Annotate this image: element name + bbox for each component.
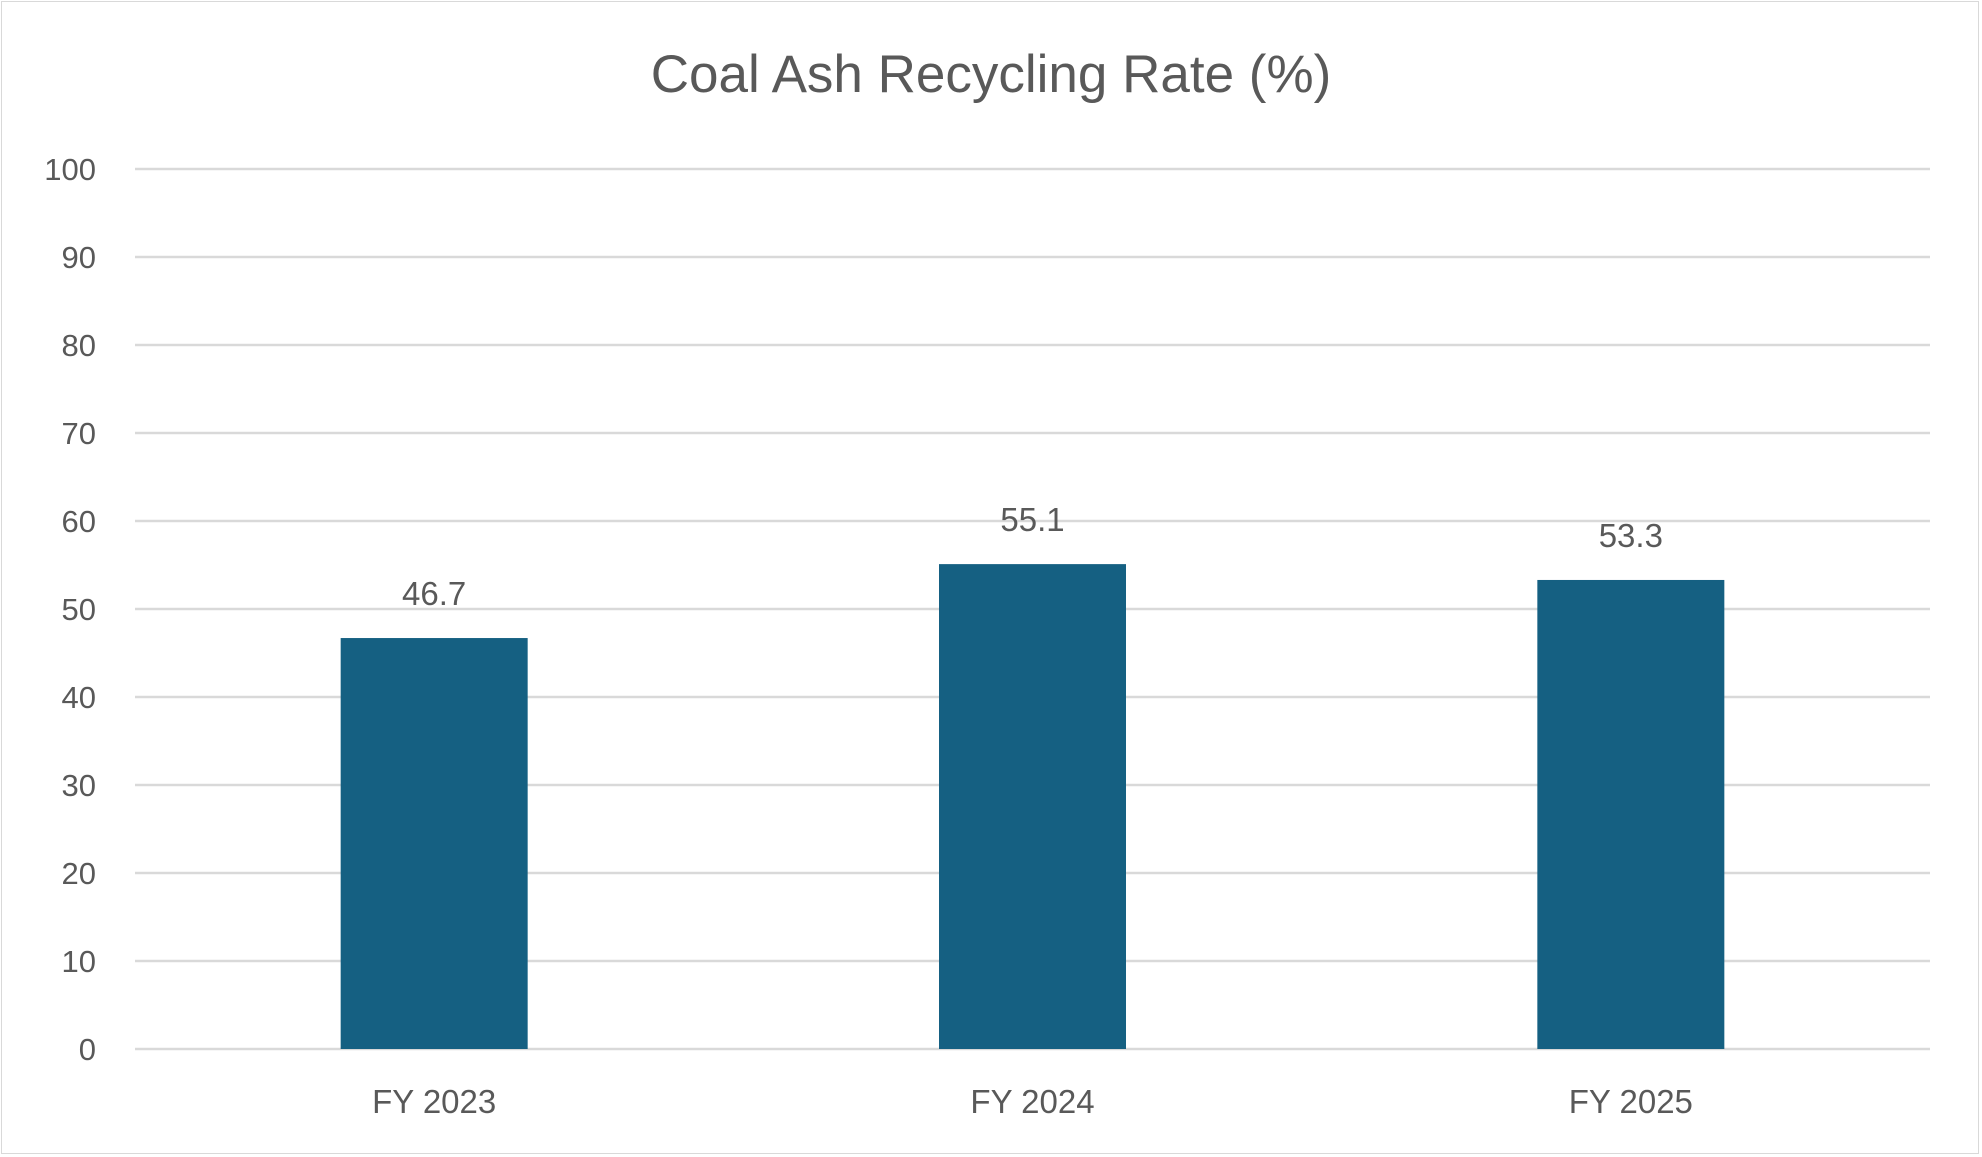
y-tick-label: 0 — [79, 1032, 96, 1067]
y-tick-label: 100 — [44, 152, 96, 187]
y-tick-label: 40 — [62, 680, 96, 715]
y-tick-label: 10 — [62, 944, 96, 979]
data-label: 55.1 — [1000, 501, 1064, 538]
data-label: 46.7 — [402, 575, 466, 612]
bar — [939, 564, 1126, 1049]
x-tick-label: FY 2025 — [1569, 1083, 1693, 1120]
chart-title: Coal Ash Recycling Rate (%) — [651, 45, 1331, 104]
x-tick-label: FY 2024 — [970, 1083, 1094, 1120]
bar — [340, 638, 528, 1049]
y-tick-label: 50 — [62, 592, 96, 627]
data-label: 53.3 — [1599, 517, 1663, 554]
y-tick-label: 70 — [62, 416, 96, 451]
y-tick-label: 80 — [62, 328, 96, 363]
y-tick-label: 20 — [62, 856, 96, 891]
y-tick-label: 30 — [62, 768, 96, 803]
x-tick-label: FY 2023 — [372, 1083, 496, 1120]
bar — [1537, 579, 1725, 1049]
y-tick-label: 90 — [62, 240, 96, 275]
y-tick-label: 60 — [62, 504, 96, 539]
